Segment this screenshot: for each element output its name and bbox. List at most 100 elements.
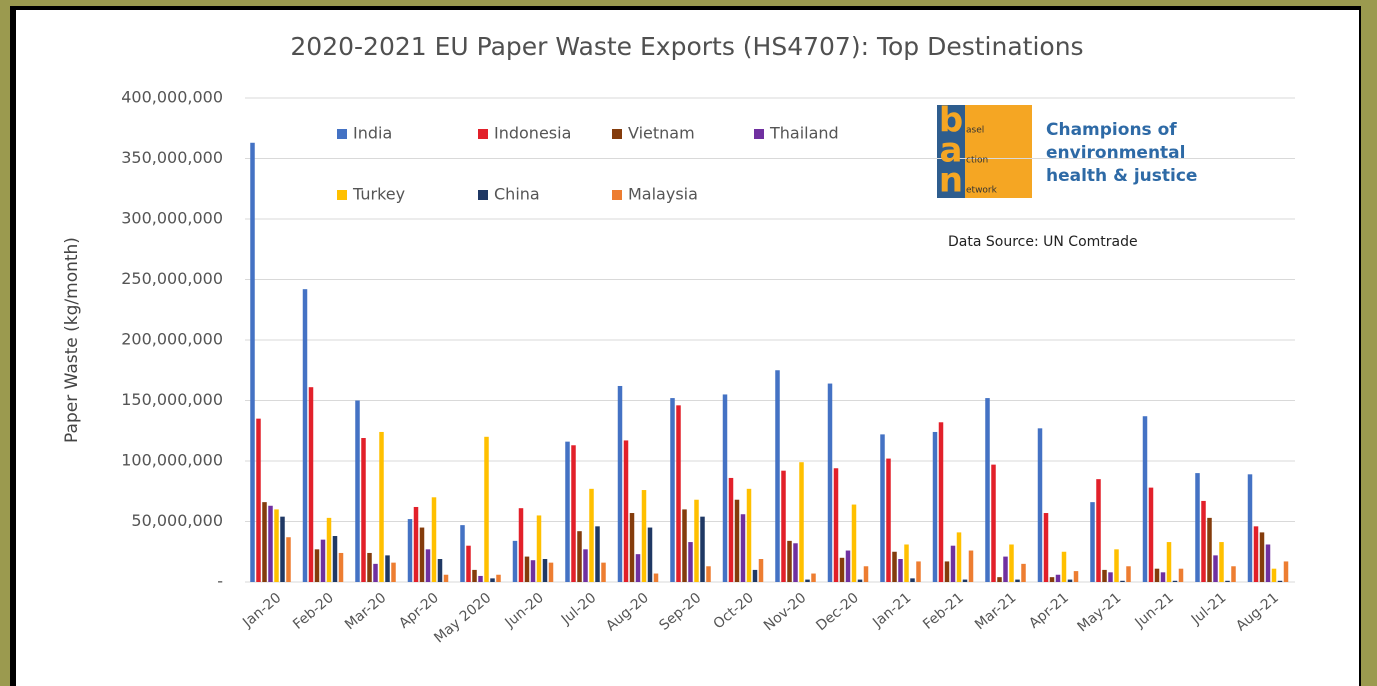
bar — [583, 549, 588, 582]
bar — [595, 526, 600, 582]
bar — [863, 566, 869, 582]
chart-background — [16, 10, 1359, 686]
bar — [437, 559, 443, 582]
logo-tagline: health & justice — [1046, 166, 1197, 186]
bar — [361, 438, 366, 582]
bar — [548, 562, 554, 582]
bar — [647, 527, 653, 582]
bar — [536, 515, 542, 582]
legend-label: India — [353, 124, 392, 143]
bar — [1049, 577, 1055, 582]
y-axis-label: Paper Waste (kg/month) — [62, 237, 82, 443]
bar — [805, 579, 810, 582]
logo-initial: n — [939, 161, 963, 201]
bar — [740, 514, 746, 582]
bar — [262, 502, 267, 582]
bar — [932, 431, 938, 582]
bar — [857, 579, 863, 582]
bar — [1126, 566, 1131, 582]
bar — [1061, 551, 1067, 582]
bar — [880, 434, 885, 582]
bar — [338, 552, 344, 582]
bar — [1213, 555, 1218, 582]
bar — [950, 545, 956, 582]
bar — [391, 562, 396, 582]
bar — [676, 405, 681, 582]
bar — [1067, 579, 1073, 582]
logo-initial: b — [939, 101, 963, 141]
bar — [478, 575, 483, 582]
y-tick-label: - — [217, 572, 223, 591]
legend-swatch — [612, 129, 622, 139]
bar — [373, 563, 378, 582]
bar — [280, 516, 285, 582]
bar — [722, 394, 728, 582]
bar — [1253, 526, 1259, 582]
bar — [670, 398, 675, 582]
logo-initial: a — [940, 131, 963, 171]
bar — [419, 527, 425, 582]
bar — [268, 505, 273, 582]
bar — [997, 577, 1002, 582]
bar — [484, 436, 489, 582]
bar — [623, 440, 629, 582]
bar — [1114, 549, 1119, 582]
bar — [1043, 513, 1049, 582]
bar — [1231, 566, 1236, 582]
bar — [635, 554, 641, 582]
bar — [787, 540, 792, 582]
y-tick-label: 200,000,000 — [121, 330, 223, 349]
bar — [904, 544, 909, 582]
bar — [490, 578, 495, 582]
legend-label: Thailand — [769, 124, 839, 143]
bar — [512, 540, 518, 582]
bar — [274, 509, 279, 582]
bar — [1148, 487, 1154, 582]
legend-swatch — [478, 129, 488, 139]
bar — [256, 418, 261, 582]
bar — [355, 400, 360, 582]
bar — [617, 385, 623, 582]
bar — [910, 578, 915, 582]
bar — [706, 566, 711, 582]
legend-label: Vietnam — [628, 124, 695, 143]
bar — [962, 579, 968, 582]
bar — [1090, 502, 1095, 582]
bar — [811, 573, 816, 582]
bar — [496, 574, 501, 582]
bar — [1271, 568, 1277, 582]
bar — [641, 490, 647, 582]
bar — [968, 550, 974, 582]
bar — [1207, 517, 1212, 582]
bar — [542, 559, 548, 582]
bar — [565, 441, 570, 582]
y-tick-label: 350,000,000 — [121, 148, 223, 167]
bar — [443, 574, 449, 582]
bar — [385, 555, 390, 582]
logo-tagline: Champions of — [1046, 120, 1177, 140]
bar — [431, 497, 437, 582]
bar — [1009, 544, 1014, 582]
bar — [524, 556, 530, 582]
bar — [1166, 542, 1172, 582]
bar — [799, 462, 804, 582]
logo-word: etwork — [966, 186, 998, 196]
bar — [1108, 572, 1113, 582]
bar — [308, 387, 314, 582]
chart-title: 2020-2021 EU Paper Waste Exports (HS4707… — [290, 32, 1083, 61]
bar — [472, 569, 477, 582]
bar — [1195, 473, 1200, 582]
bar — [758, 559, 764, 582]
bar — [1277, 580, 1283, 582]
bar — [629, 513, 635, 582]
bar — [1073, 571, 1079, 582]
bar — [1247, 474, 1253, 582]
bar — [1178, 568, 1184, 582]
y-tick-label: 250,000,000 — [121, 269, 223, 288]
bar — [845, 550, 851, 582]
bar — [682, 509, 687, 582]
bar — [407, 519, 413, 582]
bar — [1160, 572, 1166, 582]
legend-label: China — [494, 185, 540, 204]
bar — [1265, 544, 1271, 582]
